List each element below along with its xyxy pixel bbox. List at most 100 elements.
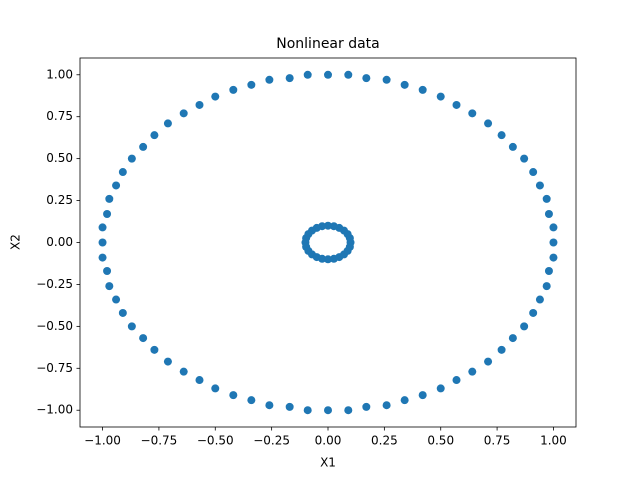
point	[105, 282, 114, 291]
point	[112, 181, 121, 190]
point	[535, 295, 544, 304]
point	[452, 100, 461, 109]
point	[103, 209, 112, 218]
point	[285, 402, 294, 411]
point	[468, 367, 477, 376]
point	[549, 253, 558, 262]
point	[211, 384, 220, 393]
y-tick-label: 0.25	[46, 193, 73, 207]
point	[549, 223, 558, 232]
point	[508, 142, 517, 151]
x-tick-label: 0.25	[371, 434, 398, 448]
point	[150, 345, 159, 354]
point	[112, 295, 121, 304]
point	[139, 142, 148, 151]
point	[382, 75, 391, 84]
point	[303, 406, 312, 415]
point	[535, 181, 544, 190]
point	[529, 308, 538, 317]
y-tick-label: −1.00	[36, 403, 73, 417]
point	[105, 194, 114, 203]
x-tick-label: 0.75	[484, 434, 511, 448]
x-tick-label: −1.00	[84, 434, 121, 448]
point	[324, 255, 332, 264]
x-tick-label: 0.50	[427, 434, 454, 448]
x-tick-label: 1.00	[540, 434, 567, 448]
point	[150, 131, 159, 140]
point	[436, 92, 445, 101]
x-tick-label: −0.25	[253, 434, 290, 448]
point	[211, 92, 220, 101]
point	[318, 254, 327, 263]
point	[382, 401, 391, 410]
point	[139, 334, 148, 343]
chart-title: Nonlinear data	[276, 36, 380, 52]
y-tick-label: −0.75	[36, 361, 73, 375]
point	[118, 308, 127, 317]
point	[163, 357, 172, 366]
point	[118, 168, 127, 177]
point	[484, 119, 493, 128]
point	[544, 209, 553, 218]
x-tick-label: 0.00	[315, 434, 342, 448]
point	[285, 74, 294, 83]
point	[127, 154, 136, 163]
point	[303, 70, 312, 79]
point	[195, 376, 204, 385]
point	[265, 401, 274, 410]
point	[542, 194, 551, 203]
point	[265, 75, 274, 84]
y-tick-label: 0.00	[46, 235, 73, 249]
point	[229, 85, 238, 94]
point	[400, 80, 409, 89]
point	[98, 223, 107, 232]
x-tick-label: −0.75	[141, 434, 178, 448]
point	[229, 391, 238, 400]
point	[497, 131, 506, 140]
point	[520, 322, 529, 331]
point	[344, 406, 353, 415]
point	[484, 357, 493, 366]
point	[324, 406, 332, 415]
point	[362, 402, 371, 411]
point	[362, 74, 371, 83]
point	[520, 154, 529, 163]
point	[247, 396, 256, 405]
point	[179, 367, 188, 376]
point	[497, 345, 506, 354]
point	[549, 238, 558, 247]
point	[329, 222, 338, 231]
point	[345, 242, 354, 251]
y-tick-label: 0.75	[46, 109, 73, 123]
point	[468, 109, 477, 118]
point	[98, 253, 107, 262]
point	[508, 334, 517, 343]
point	[163, 119, 172, 128]
x-axis-label: X1	[320, 456, 336, 470]
x-tick-label: −0.50	[197, 434, 234, 448]
point	[324, 70, 332, 79]
point	[400, 396, 409, 405]
y-tick-label: −0.50	[36, 319, 73, 333]
point	[103, 267, 112, 276]
point	[247, 80, 256, 89]
point	[195, 100, 204, 109]
point	[344, 70, 353, 79]
point	[452, 376, 461, 385]
point	[529, 168, 538, 177]
y-tick-label: 1.00	[46, 67, 73, 81]
point	[418, 85, 427, 94]
point	[127, 322, 136, 331]
point	[436, 384, 445, 393]
plot-frame	[79, 57, 577, 428]
point	[418, 391, 427, 400]
y-axis-label: X2	[9, 234, 23, 250]
point	[542, 282, 551, 291]
point	[179, 109, 188, 118]
point	[544, 267, 553, 276]
y-tick-label: −0.25	[36, 277, 73, 291]
point	[324, 221, 332, 230]
